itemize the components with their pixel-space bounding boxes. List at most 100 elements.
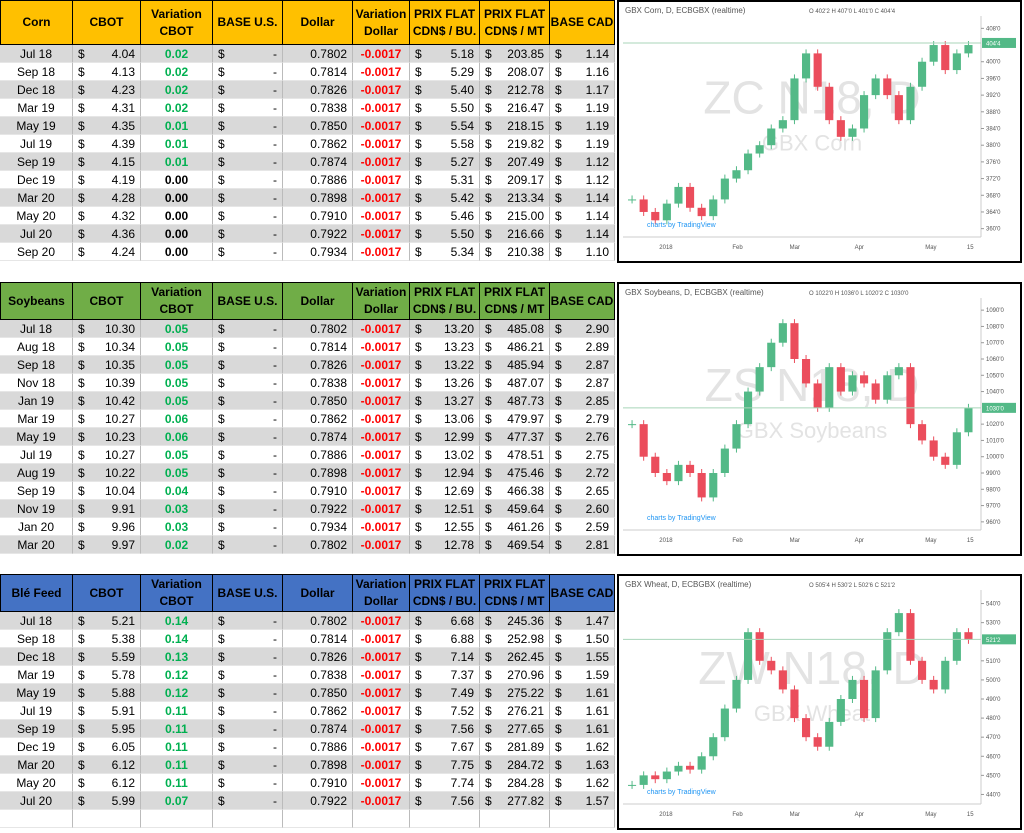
table-row: Mar 20 $9.97 0.02 $ -0.7802 -0.0017 $12.78 $469…: [0, 536, 615, 554]
chart: GBX Soybeans, D, ECBGBX (realtime) O 1022…: [623, 288, 1016, 544]
candle: [732, 679, 741, 709]
table-cell: $ -: [213, 684, 283, 702]
header-cell: BASE CAD: [550, 574, 615, 612]
cell-value: 13.22: [443, 357, 474, 372]
table-cell: Mar 19: [0, 410, 73, 428]
cell-value: -0.0017: [360, 793, 402, 808]
currency-symbol: $: [78, 483, 85, 498]
candle: [697, 473, 706, 498]
cell-value: 284.28: [507, 775, 544, 790]
header-cell: PRIX FLAT CDN$ / BU.: [410, 0, 480, 45]
cell-value: 1.61: [585, 685, 609, 700]
cell-value: Mar 20: [17, 190, 55, 205]
table-cell: -0.0017: [353, 63, 410, 81]
table-cell: Sep 18: [0, 63, 73, 81]
table-cell: -0.0017: [353, 392, 410, 410]
header-text: Blé Feed: [11, 585, 62, 600]
currency-symbol: $: [555, 190, 562, 205]
currency-symbol: $: [415, 226, 422, 241]
cell-value: 0.7934: [310, 244, 347, 259]
table-cell: $7.56: [410, 792, 480, 810]
currency-symbol: $: [555, 483, 562, 498]
table-cell: 0.7802: [283, 612, 353, 630]
credit: charts by TradingView: [647, 515, 717, 522]
table-cell: -0.0017: [353, 207, 410, 225]
currency-symbol: $: [555, 631, 562, 646]
table-cell: -0.0017: [353, 135, 410, 153]
table-cell: $ -: [213, 171, 283, 189]
currency-symbol: $: [485, 190, 492, 205]
currency-symbol: $: [78, 208, 85, 223]
candle: [894, 95, 903, 121]
table-cell: 0.7874: [283, 428, 353, 446]
x-tick-label: Apr: [855, 245, 864, 251]
table-cell: $ -: [213, 45, 283, 63]
currency-symbol: $: [218, 136, 225, 151]
table-row: Aug 19 $10.22 0.05 $ -0.7898 -0.0017 $12.94 $47…: [0, 464, 615, 482]
cell-value: -: [273, 775, 277, 790]
table-cell: Mar 20: [0, 189, 73, 207]
currency-symbol: $: [218, 501, 225, 516]
cell-value: 6.12: [111, 775, 135, 790]
header-text: Dollar: [363, 302, 398, 316]
currency-symbol: $: [78, 501, 85, 516]
table-cell: -0.0017: [353, 446, 410, 464]
price-table: Blé Feed CBOT Variation CBOT BASE U.S. Dollar…: [0, 574, 615, 828]
price-table: Soybeans CBOT Variation CBOT BASE U.S. Dollar…: [0, 282, 615, 554]
cell-value: 210.38: [507, 244, 544, 259]
table-cell: $ -: [213, 243, 283, 261]
currency-symbol: $: [485, 357, 492, 372]
table-cell: Aug 18: [0, 338, 73, 356]
table-cell: [141, 810, 213, 828]
candle: [697, 756, 706, 770]
table-cell: $1.57: [550, 792, 615, 810]
currency-symbol: $: [485, 793, 492, 808]
y-tick-label: 960'0: [986, 520, 1001, 526]
currency-symbol: $: [78, 631, 85, 646]
table-cell: $4.39: [73, 135, 141, 153]
currency-symbol: $: [415, 685, 422, 700]
cell-value: 0.7850: [310, 118, 347, 133]
chart: GBX Corn, D, ECBGBX (realtime) O 402'2 H …: [623, 6, 1016, 251]
table-row: Nov 19 $9.91 0.03 $ -0.7922 -0.0017 $12.51 $459…: [0, 500, 615, 518]
table-cell: 0.14: [141, 630, 213, 648]
header-cell: Dollar: [283, 0, 353, 45]
cell-value: -: [273, 613, 277, 628]
table-cell: $1.14: [550, 207, 615, 225]
y-tick-label: 384'0: [986, 127, 1001, 133]
table-cell: Dec 19: [0, 171, 73, 189]
x-tick-label: Mar: [790, 245, 800, 251]
cell-value: -0.0017: [360, 375, 402, 390]
cell-value: -: [273, 703, 277, 718]
cell-value: May 19: [16, 118, 56, 133]
cell-value: 0.14: [164, 613, 189, 628]
currency-symbol: $: [485, 649, 492, 664]
candle: [639, 424, 648, 457]
table-cell: $277.82: [480, 792, 550, 810]
cell-value: -0.0017: [360, 82, 402, 97]
header-text: Corn: [22, 15, 51, 29]
table-cell: 0.7898: [283, 756, 353, 774]
cell-value: 7.74: [450, 775, 474, 790]
cell-value: -0.0017: [360, 244, 402, 259]
table-cell: $2.75: [550, 446, 615, 464]
table-cell: -0.0017: [353, 792, 410, 810]
cell-value: 5.59: [111, 649, 135, 664]
cell-value: 2.60: [585, 501, 609, 516]
table-cell: $5.34: [410, 243, 480, 261]
currency-symbol: $: [415, 519, 422, 534]
table-cell: 0.05: [141, 338, 213, 356]
table-cell: $ -: [213, 117, 283, 135]
candle: [836, 367, 845, 392]
table-cell: -0.0017: [353, 738, 410, 756]
x-tick-label: Feb: [732, 245, 743, 251]
cell-value: 219.82: [507, 136, 544, 151]
cell-value: -: [273, 100, 277, 115]
candle: [790, 78, 799, 121]
currency-symbol: $: [485, 118, 492, 133]
candle: [802, 718, 811, 738]
currency-symbol: $: [218, 447, 225, 462]
cell-value: 1.19: [585, 100, 609, 115]
table-row: Dec 19 $4.19 0.00 $ -0.7886 -0.0017 $5.31 $209.…: [0, 171, 615, 189]
cell-value: -0.0017: [360, 136, 402, 151]
